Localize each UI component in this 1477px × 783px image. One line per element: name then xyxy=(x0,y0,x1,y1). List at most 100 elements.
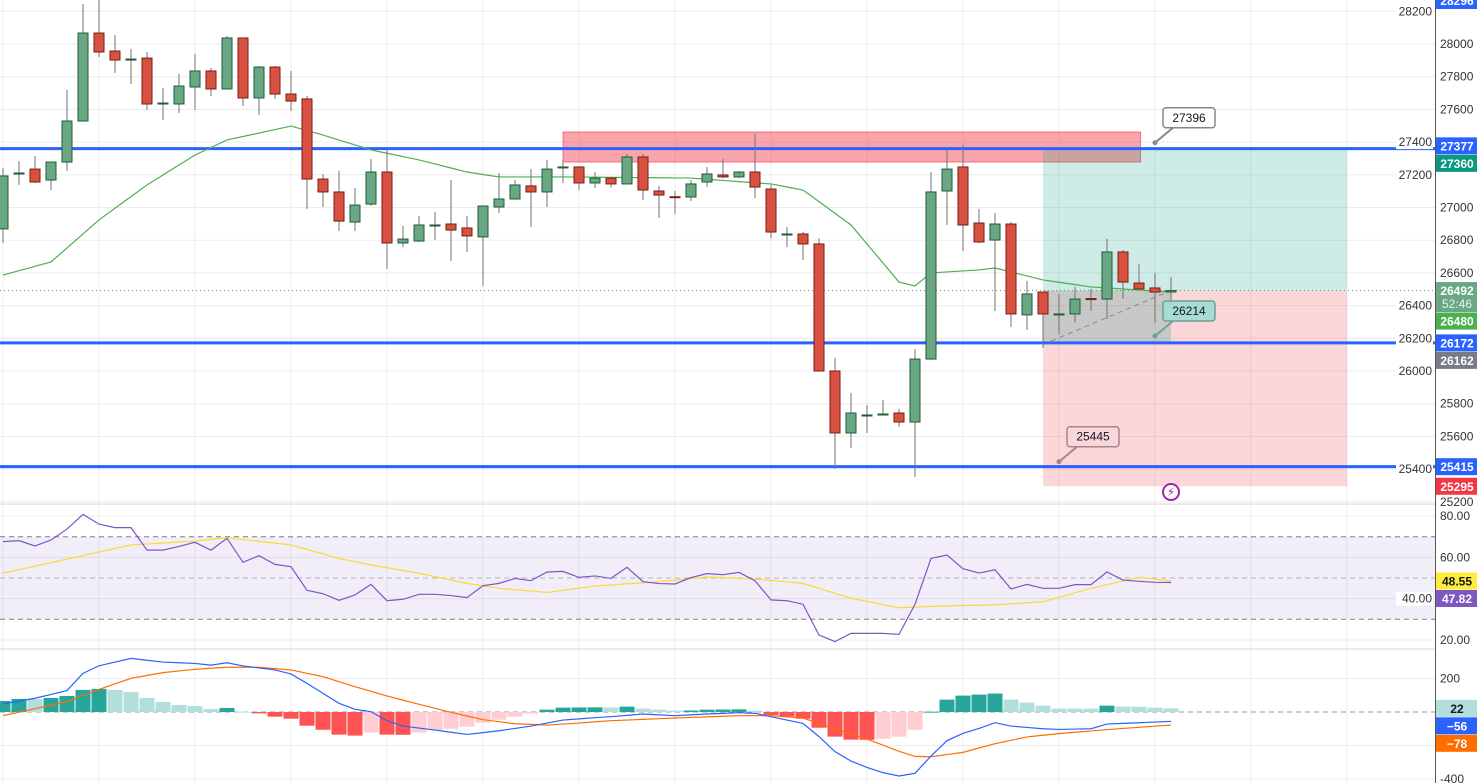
callout-anchor xyxy=(1152,333,1158,339)
rsi-axis-tick-label-inset-background xyxy=(1396,591,1433,606)
candle xyxy=(77,3,89,122)
callout-pointer xyxy=(1058,445,1078,463)
macd-histogram-bar xyxy=(219,707,235,712)
candle xyxy=(893,408,905,427)
price-axis-tick-label: 26400 xyxy=(1399,299,1433,313)
candle-body xyxy=(0,175,9,230)
candle xyxy=(1165,276,1177,303)
candle-body xyxy=(733,171,745,178)
candle xyxy=(717,158,729,179)
candle xyxy=(941,149,953,225)
candle-body xyxy=(317,178,329,193)
macd-histogram-bar xyxy=(651,709,667,712)
macd-histogram-bar xyxy=(363,712,379,733)
long-position-profit-zone[interactable] xyxy=(1043,148,1347,291)
price-axis-background xyxy=(1435,0,1477,783)
price-axis-tick-label-inset-background xyxy=(1396,462,1433,477)
price-tag-text: 27360 xyxy=(1440,157,1474,171)
candle xyxy=(13,161,25,185)
price-tag-text: 26172 xyxy=(1440,336,1474,350)
candle xyxy=(765,184,777,239)
candle xyxy=(509,180,521,200)
macd-histogram-bar xyxy=(59,695,75,712)
rsi-axis-tick-label: 60.00 xyxy=(1440,550,1470,564)
candle-body xyxy=(621,156,633,185)
price-tag-text: 28296 xyxy=(1440,0,1474,8)
price-callout[interactable]: 27396 xyxy=(1152,107,1216,146)
price-axis-tick-label-inset: 26400 xyxy=(1396,298,1433,313)
candle xyxy=(925,172,937,360)
price-tag: 27377 xyxy=(1436,137,1477,155)
candle-body xyxy=(1133,282,1145,290)
candle xyxy=(1021,280,1033,330)
price-axis-tick-label-inset-background xyxy=(1396,298,1433,313)
candle xyxy=(1085,288,1097,311)
candle-body xyxy=(285,93,297,102)
macd-value-tag-text: 22 xyxy=(1450,702,1464,716)
macd-histogram-bar xyxy=(123,691,139,712)
candle xyxy=(973,208,985,243)
candle xyxy=(301,95,313,209)
candle xyxy=(157,87,169,121)
candle xyxy=(589,172,601,189)
macd-value-tag-background xyxy=(1436,717,1477,735)
macd-histogram-bar xyxy=(155,701,171,712)
macd-histogram-bar xyxy=(315,712,331,730)
candle xyxy=(989,213,1001,311)
candle-body xyxy=(13,172,25,175)
price-tag-background xyxy=(1436,312,1477,330)
candle-body xyxy=(157,102,169,105)
macd-histogram-bar xyxy=(779,712,795,717)
candle-body xyxy=(141,57,153,105)
macd-histogram-bar xyxy=(443,712,459,729)
candle-body xyxy=(989,223,1001,241)
callout-anchor xyxy=(1152,140,1158,146)
price-callout[interactable]: 26214 xyxy=(1152,300,1216,339)
macd-histogram-bar xyxy=(91,688,107,712)
price-axis-tick-label: 27600 xyxy=(1440,102,1474,116)
price-tag: 25295 xyxy=(1436,477,1477,495)
macd-line xyxy=(2,657,1172,777)
candle-body xyxy=(477,205,489,238)
callout-box xyxy=(1162,300,1216,322)
callout-box xyxy=(1066,425,1120,448)
candle-body xyxy=(1005,223,1017,315)
grid xyxy=(0,0,1435,783)
candle xyxy=(749,133,761,199)
price-tag-background xyxy=(1436,137,1477,155)
macd-histogram-bar xyxy=(731,709,747,712)
macd-histogram-bar xyxy=(203,708,219,712)
supply-zone-rectangle[interactable] xyxy=(562,131,1142,163)
candle-body xyxy=(381,171,393,244)
macd-histogram-bar xyxy=(1051,708,1067,712)
macd-histogram-bar xyxy=(299,712,315,726)
macd-value-tag: −56 xyxy=(1436,717,1477,735)
price-tag-text: 25295 xyxy=(1440,480,1474,494)
candle xyxy=(205,68,217,96)
candle-body xyxy=(445,223,457,231)
candle-body xyxy=(269,66,281,95)
price-callout[interactable]: 25445 xyxy=(1056,425,1120,465)
candle-body xyxy=(397,238,409,244)
macd-signal-line xyxy=(2,666,1172,758)
candle xyxy=(733,171,745,179)
candle-body xyxy=(1069,298,1081,315)
lightning-icon[interactable]: ⚡︎ xyxy=(1162,483,1180,501)
candle-body xyxy=(61,120,73,163)
candle-body xyxy=(413,224,425,242)
price-tag-background xyxy=(1436,477,1477,495)
price-tag-text: 26162 xyxy=(1440,354,1474,368)
macd-histogram-bar xyxy=(507,712,523,717)
candle xyxy=(61,89,73,172)
macd-histogram xyxy=(0,688,1179,740)
candle xyxy=(605,176,617,188)
macd-value-tag-text: −78 xyxy=(1447,737,1468,751)
price-tag-text: 27377 xyxy=(1440,139,1474,153)
price-axis-tick-label: 25200 xyxy=(1440,495,1474,509)
macd-value-tag-text: −56 xyxy=(1447,719,1468,733)
candle xyxy=(269,66,281,99)
rsi-value-tag-text: 48.55 xyxy=(1442,574,1472,588)
rsi-line xyxy=(2,513,1172,643)
